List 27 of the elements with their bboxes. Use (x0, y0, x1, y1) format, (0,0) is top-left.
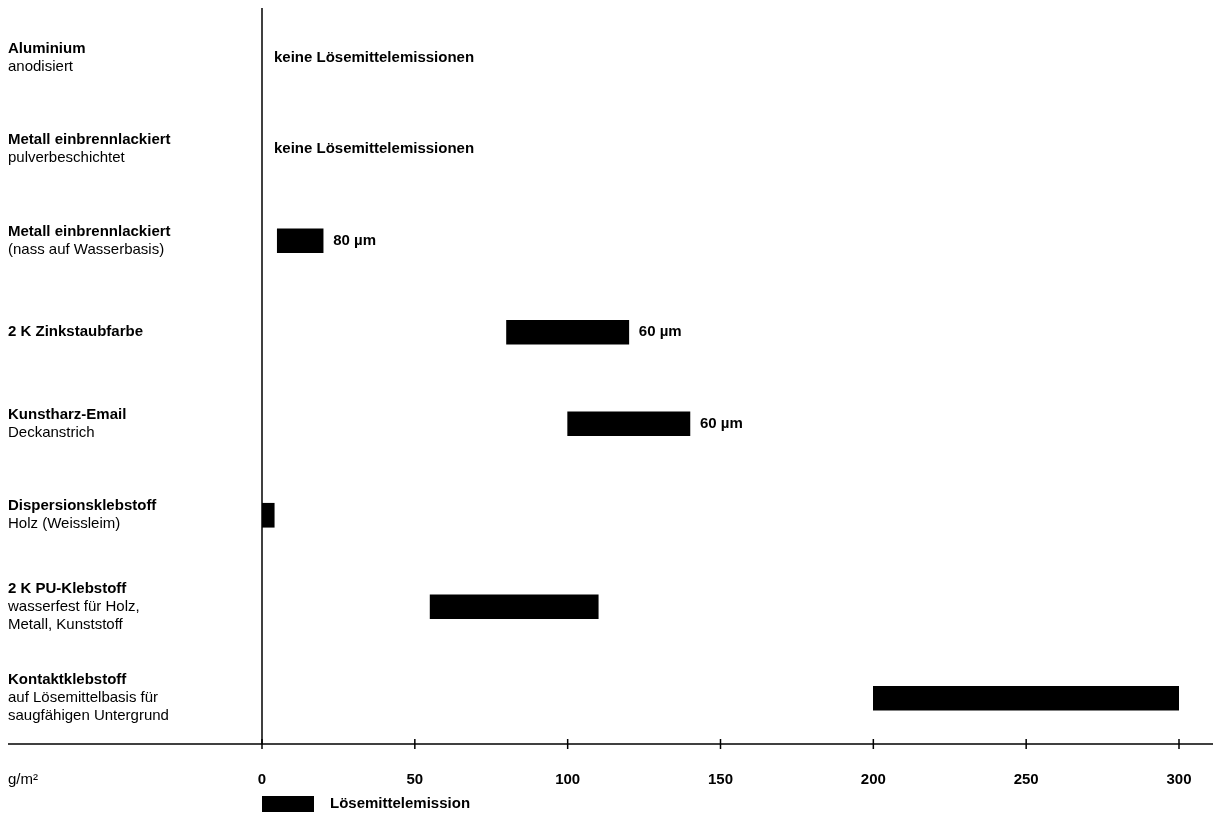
x-axis-title: g/m² (8, 770, 38, 788)
y-tick-label: Dispersionsklebstoff Holz (Weissleim) (8, 496, 158, 532)
legend-label: Lösemittelemission (330, 794, 471, 812)
x-tick-label: 150 (707, 770, 734, 788)
y-tick-label: Kontaktklebstoff auf Lösemittelbasis für saugfähigen Untergrund (8, 670, 169, 724)
x-tick-label: 50 (406, 770, 424, 788)
x-tick-label: 0 (257, 770, 267, 788)
annotation: 60 µm (638, 322, 682, 340)
y-tick-label: Metall einbrennlackiert (nass auf Wasserbasis) (8, 221, 171, 257)
y-tick-label: 2 K PU-Klebstoff wasserfest für Holz, Metall, Kunststoff (7, 578, 140, 632)
x-tick-label: 100 (555, 770, 581, 788)
y-tick-label: 2 K Zinkstaubfarbe (8, 322, 144, 340)
x-tick-label: 250 (1013, 770, 1039, 788)
annotation: 60 µm (699, 413, 743, 431)
bar (873, 685, 1179, 711)
y-tick-label: Aluminium anodisiert (8, 38, 86, 74)
bar (506, 319, 630, 345)
bar (567, 411, 691, 437)
bar (276, 228, 324, 254)
x-tick-label: 200 (860, 770, 886, 788)
annotation: keine Lösemittelemissionen (274, 139, 475, 157)
y-tick-label: Metall einbrennlackiert pulverbeschichtet (8, 130, 171, 166)
x-tick-label: 300 (1166, 770, 1192, 788)
annotation: keine Lösemittelemissionen (274, 47, 475, 65)
annotation: 80 µm (333, 230, 376, 248)
bar (429, 594, 599, 620)
y-tick-label: Kunstharz-Email Deckanstrich (8, 404, 127, 440)
